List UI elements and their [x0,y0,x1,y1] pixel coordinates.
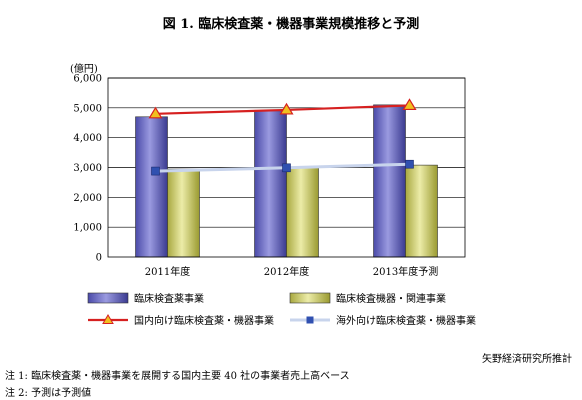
bar-equipment [405,164,438,258]
x-tick-label: 2013年度予測 [373,265,438,278]
legend-swatch [87,292,129,304]
plot-frame [107,77,466,258]
legend-marker [306,316,314,324]
marker-domestic [402,98,417,111]
y-tick-label: 2,000 [73,193,102,204]
legend-item-equipment: 臨床検査機器・関連事業 [289,292,446,305]
marker-domestic [148,106,163,119]
y-tick-label: 5,000 [73,103,102,114]
y-tick-label: 1,000 [73,223,102,234]
marker-overseas [405,159,414,169]
legend-swatch [289,292,331,304]
legend-marker [102,314,114,324]
source-credit: 矢野経済研究所推計 [482,354,572,365]
footnote-2: 注 2: 予測は予測値 [5,388,92,399]
marker-overseas [282,163,291,173]
y-axis-unit: (億円) [70,64,98,75]
legend-label: 海外向け臨床検査薬・機器事業 [336,314,476,327]
legend-label: 臨床検査薬事業 [134,292,204,305]
x-tick-label: 2011年度 [145,265,190,278]
marker-overseas [151,166,160,176]
legend-item-domestic: 国内向け臨床検査薬・機器事業 [88,314,274,327]
y-tick-label: 3,000 [73,163,102,174]
x-tick-label: 2012年度 [264,265,309,278]
y-tick-label: 0 [96,253,102,264]
y-tick-label: 4,000 [73,133,102,144]
legend-item-overseas: 海外向け臨床検査薬・機器事業 [290,314,476,327]
chart-title: 図 1. 臨床検査薬・機器事業規模推移と予測 [162,17,420,32]
legend-label: 国内向け臨床検査薬・機器事業 [134,314,274,327]
marker-domestic [279,102,294,115]
bar-reagent [373,104,406,258]
bar-equipment [167,168,200,258]
footnote-1: 注 1: 臨床検査薬・機器事業を展開する国内主要 40 社の事業者売上高ベース [5,371,350,382]
bar-reagent [254,110,287,258]
bar-reagent [135,116,168,258]
legend-label: 臨床検査機器・関連事業 [336,292,446,305]
bar-equipment [286,167,319,258]
legend-item-reagent: 臨床検査薬事業 [87,292,204,305]
y-tick-label: 6,000 [73,74,102,85]
